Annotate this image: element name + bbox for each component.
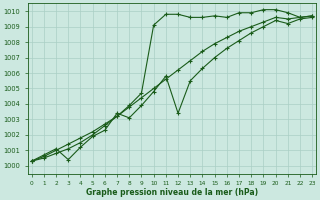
X-axis label: Graphe pression niveau de la mer (hPa): Graphe pression niveau de la mer (hPa) [86,188,258,197]
